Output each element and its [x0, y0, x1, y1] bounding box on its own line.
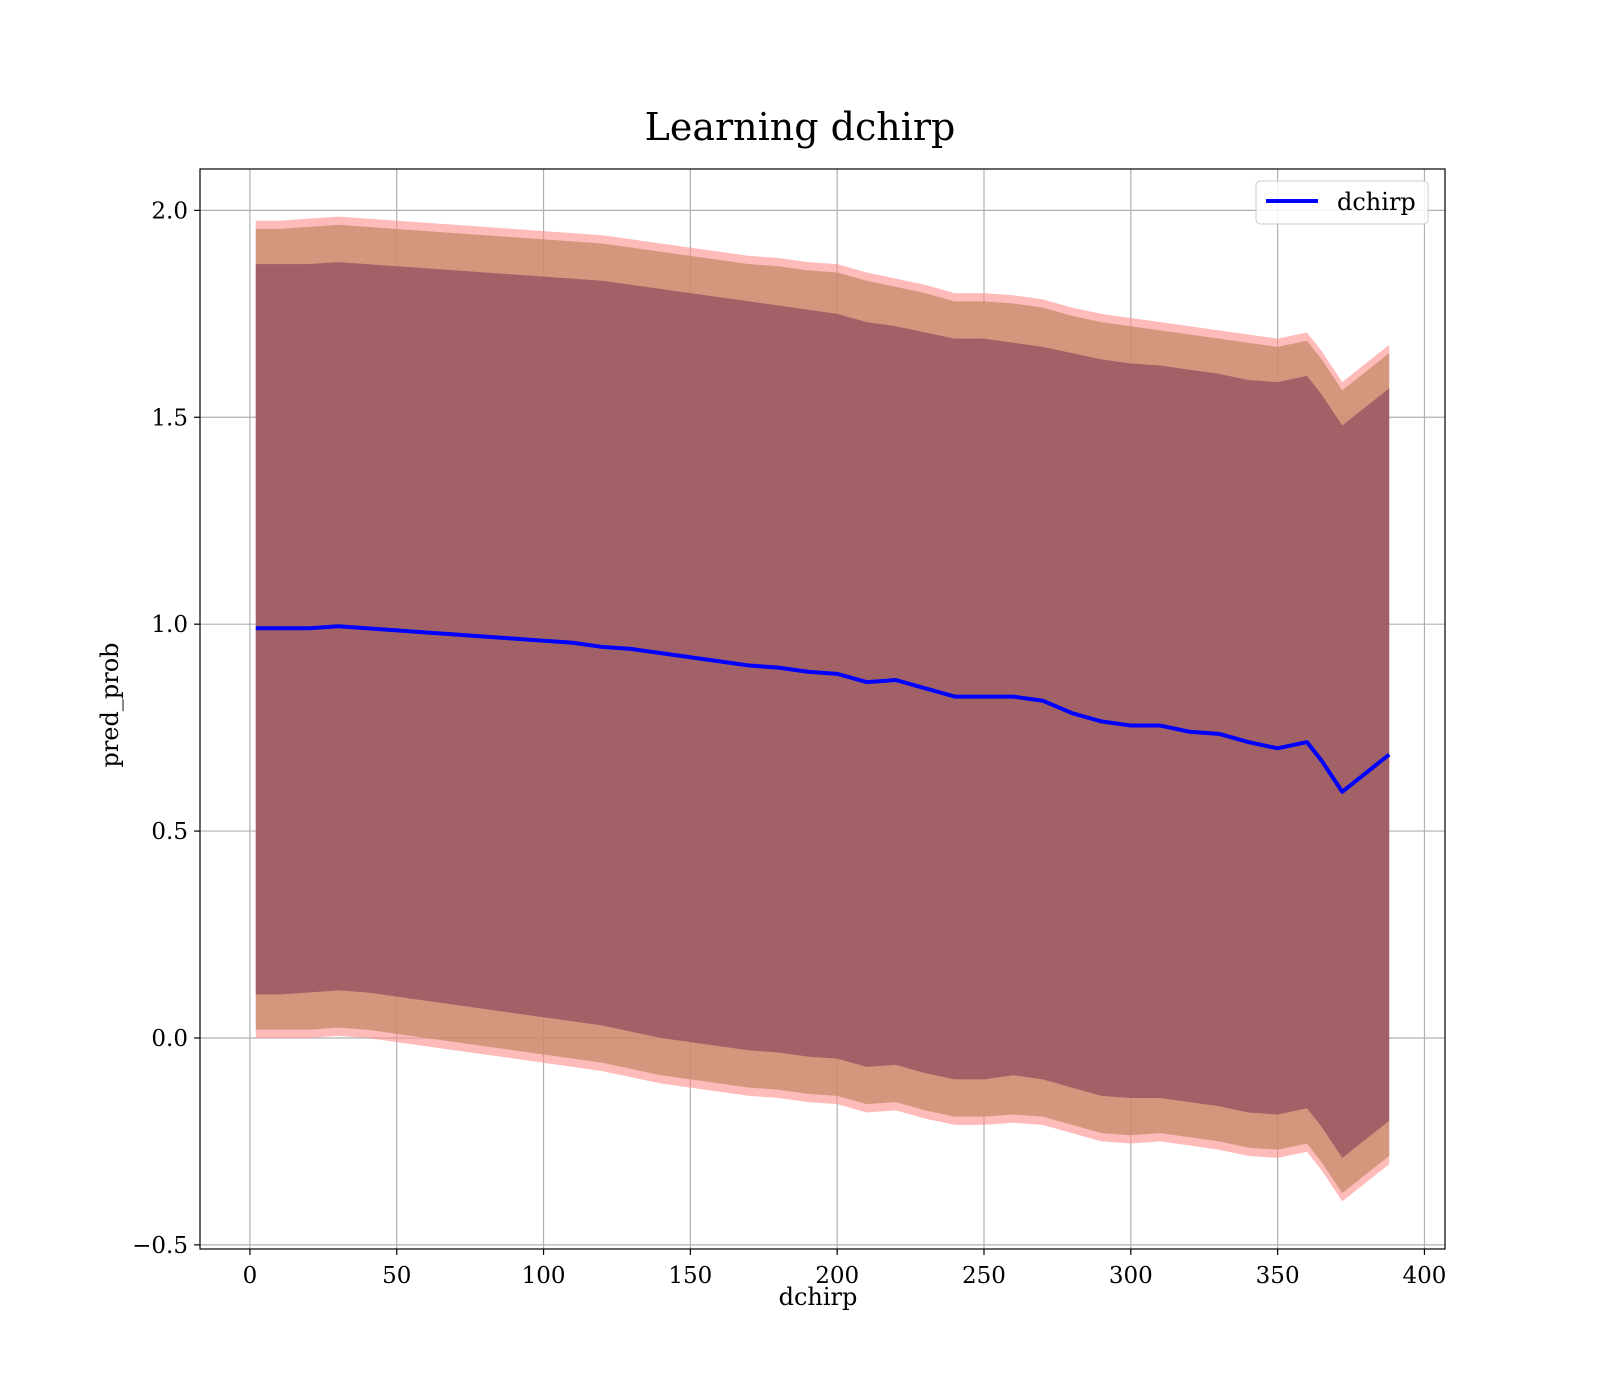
- plot-frame: [199, 168, 1446, 1250]
- x-tick-label: 150: [668, 1263, 712, 1289]
- x-tick-label: 0: [243, 1263, 258, 1289]
- series-lines: [255, 624, 1391, 794]
- confidence-bands: [255, 216, 1390, 1202]
- x-tick-label: 350: [1256, 1263, 1300, 1289]
- x-tick-label: 100: [522, 1263, 566, 1289]
- series-line-dchirp: [255, 624, 1391, 794]
- y-axis-label: pred_prob: [96, 642, 124, 767]
- y-tick-label: 2.0: [151, 198, 188, 224]
- x-tick-label: 200: [815, 1263, 859, 1289]
- y-tick-label: 1.0: [151, 612, 188, 638]
- legend: dchirp: [1255, 180, 1429, 225]
- y-tick-label: 0.5: [151, 819, 188, 845]
- y-axis-ticks: −0.5 0.0 0.5 1.0 1.5 2.0: [132, 198, 200, 1259]
- band-1-sigma: [255, 262, 1390, 1158]
- x-axis-label: dchirp: [779, 1283, 858, 1311]
- x-tick-label: 300: [1109, 1263, 1153, 1289]
- x-axis-ticks: 0 50 100 150 200 250 300 350 400: [243, 1249, 1446, 1289]
- y-tick-label: −0.5: [132, 1233, 188, 1259]
- x-tick-label: 50: [382, 1263, 411, 1289]
- legend-label-dchirp: dchirp: [1337, 188, 1416, 216]
- y-tick-label: 0.0: [151, 1026, 188, 1052]
- x-tick-label: 400: [1402, 1263, 1446, 1289]
- y-tick-label: 1.5: [151, 405, 188, 431]
- legend-box: [1255, 180, 1429, 225]
- chart-title: Learning dchirp: [645, 105, 956, 149]
- x-tick-label: 250: [962, 1263, 1006, 1289]
